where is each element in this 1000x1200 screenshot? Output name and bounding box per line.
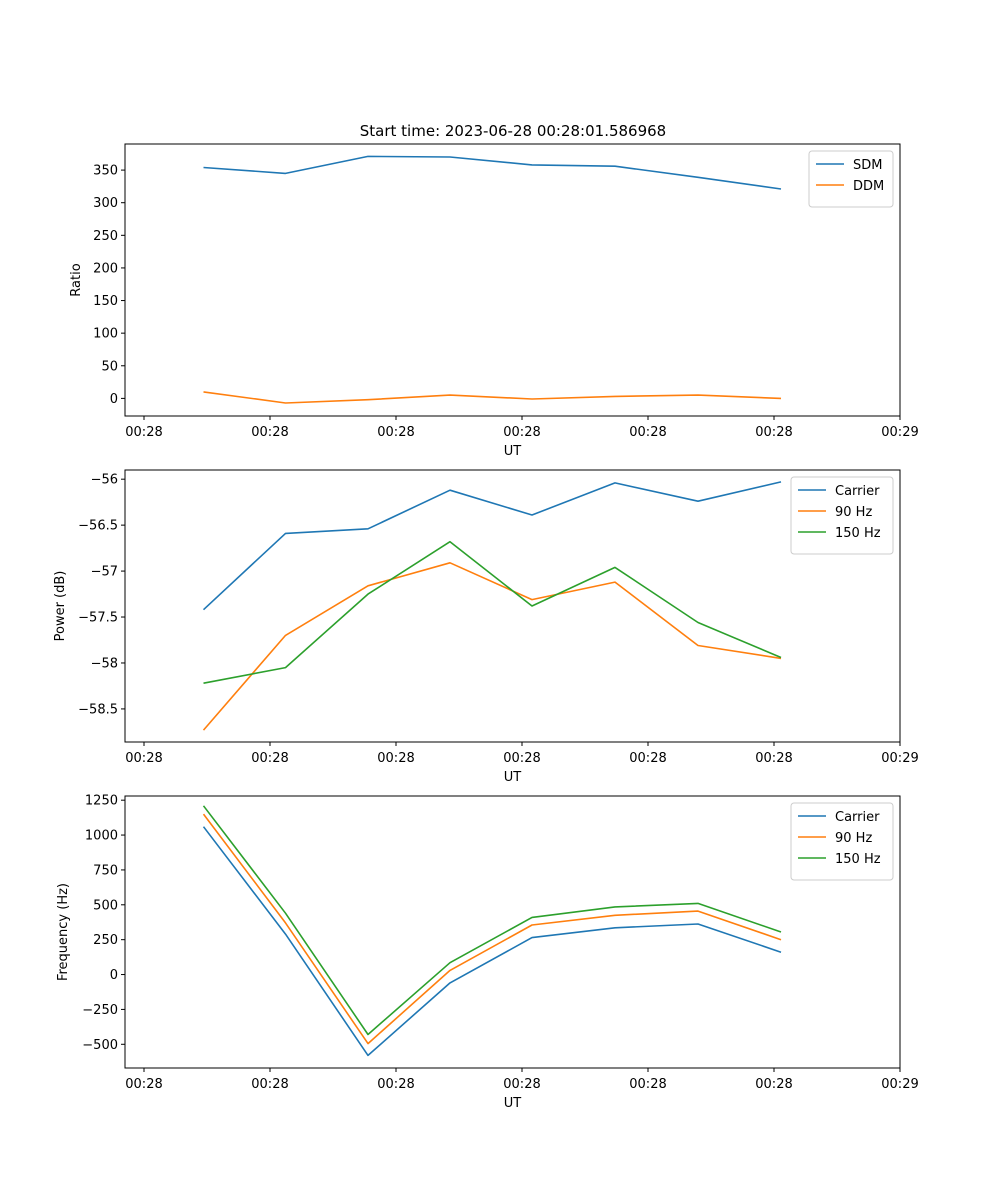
x-axis-label: UT	[504, 770, 522, 785]
y-tick-label: 300	[93, 196, 118, 211]
x-tick-label: 00:28	[503, 1077, 540, 1092]
legend-label: 90 Hz	[835, 831, 872, 846]
legend-label: 150 Hz	[835, 526, 881, 541]
y-axis-label: Power (dB)	[53, 571, 68, 642]
x-tick-label: 00:28	[503, 751, 540, 766]
legend: Carrier 90 Hz 150 Hz	[790, 802, 894, 881]
x-tick-label: 00:28	[125, 425, 162, 440]
axes-frame	[124, 469, 901, 743]
y-tick-label: 150	[93, 294, 118, 309]
x-tick-label: 00:28	[629, 425, 666, 440]
subplot-1: 00:28 00:28 00:28 00:28 00:28 00:28 00:29 0 50 10…	[69, 143, 919, 459]
y-axis-label: Ratio	[69, 263, 84, 296]
series-line-sdm	[203, 155, 782, 190]
legend-label: 90 Hz	[835, 505, 872, 520]
plots: 00:28 00:28 00:28 00:28 00:28 00:28 00:29 0 50 10…	[53, 143, 919, 1111]
chart-title: Start time: 2023-06-28 00:28:01.586968	[360, 122, 666, 140]
series-line-150-hz	[202, 805, 782, 1036]
x-tick-label: 00:29	[881, 425, 918, 440]
legend-box	[790, 802, 894, 881]
y-tick-label: 50	[101, 359, 118, 374]
y-tick-label: 750	[93, 863, 118, 878]
legend-label: Carrier	[835, 484, 880, 499]
y-tick-label: −250	[82, 1003, 118, 1018]
x-tick-label: 00:28	[251, 1077, 288, 1092]
y-tick-label: −500	[82, 1038, 118, 1053]
x-axis-label: UT	[504, 444, 522, 459]
y-tick-label: −56.5	[78, 519, 118, 534]
x-tick-label: 00:28	[377, 751, 414, 766]
y-tick-label: −57.5	[78, 611, 118, 626]
y-tick-label: −58.5	[78, 702, 118, 717]
x-tick-label: 00:28	[377, 425, 414, 440]
x-tick-label: 00:28	[251, 751, 288, 766]
series-line-150-hz	[203, 540, 782, 684]
legend: SDM DDM	[808, 150, 894, 208]
x-tick-label: 00:28	[629, 751, 666, 766]
series-line-carrier	[202, 826, 782, 1057]
y-tick-label: 0	[110, 392, 118, 407]
y-tick-label: 250	[93, 933, 118, 948]
x-tick-label: 00:28	[503, 425, 540, 440]
y-tick-label: 250	[93, 229, 118, 244]
legend-label: SDM	[853, 158, 882, 173]
series-line-90-hz	[202, 813, 782, 1045]
legend-box	[808, 150, 894, 208]
y-tick-label: −57	[91, 565, 118, 580]
axes-frame	[124, 143, 901, 417]
legend-label: DDM	[853, 179, 884, 194]
axes-frame	[124, 795, 901, 1069]
subplot-2: 00:28 00:28 00:28 00:28 00:28 00:28 00:29 −56 −5…	[53, 469, 919, 785]
series-line-90-hz	[202, 561, 782, 731]
x-tick-label: 00:28	[125, 751, 162, 766]
y-tick-label: −56	[91, 473, 118, 488]
x-tick-label: 00:28	[125, 1077, 162, 1092]
legend-label: 150 Hz	[835, 852, 881, 867]
series-line-carrier	[202, 481, 782, 611]
legend-label: Carrier	[835, 810, 880, 825]
x-tick-label: 00:29	[881, 1077, 918, 1092]
y-axis-label: Frequency (Hz)	[56, 883, 71, 981]
y-tick-label: 200	[93, 261, 118, 276]
legend: Carrier 90 Hz 150 Hz	[790, 476, 894, 555]
y-tick-label: 100	[93, 327, 118, 342]
subplot-3: 00:28 00:28 00:28 00:28 00:28 00:28 00:29 −500 −…	[56, 794, 919, 1111]
x-tick-label: 00:28	[755, 751, 792, 766]
x-tick-label: 00:28	[629, 1077, 666, 1092]
x-tick-label: 00:28	[755, 425, 792, 440]
y-tick-label: 350	[93, 164, 118, 179]
y-tick-label: 1250	[85, 794, 118, 809]
x-tick-label: 00:28	[755, 1077, 792, 1092]
x-tick-label: 00:28	[377, 1077, 414, 1092]
x-tick-label: 00:28	[251, 425, 288, 440]
series-line-ddm	[203, 391, 782, 404]
y-tick-label: 0	[110, 968, 118, 983]
y-tick-label: 500	[93, 898, 118, 913]
legend-box	[790, 476, 894, 555]
x-tick-label: 00:29	[881, 751, 918, 766]
x-axis-label: UT	[504, 1096, 522, 1111]
y-tick-label: 1000	[85, 829, 118, 844]
y-tick-label: −58	[91, 656, 118, 671]
